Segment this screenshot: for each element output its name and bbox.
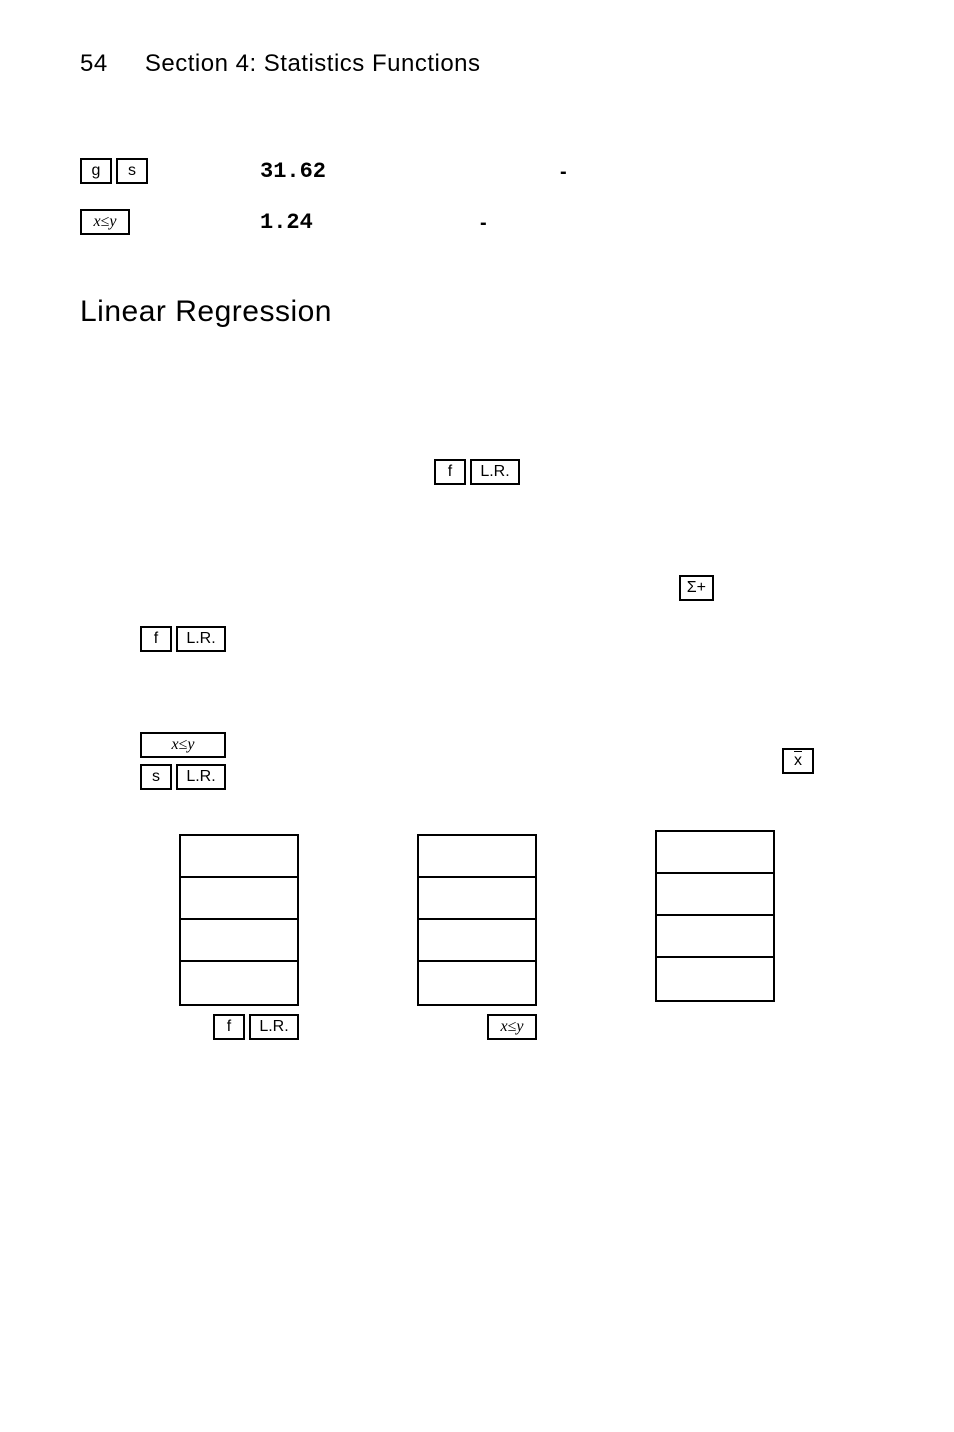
- key-f-1: f: [434, 459, 466, 485]
- display-value-1: 31.62: [260, 159, 440, 184]
- mark-1: -: [560, 161, 567, 184]
- example-block: g s 31.62 - x≤y 1.24 -: [80, 158, 874, 235]
- paragraph-spacer-3: [80, 682, 874, 712]
- inline-keys-f-lr-2: f L.R.: [140, 626, 226, 652]
- key-lr-4: L.R.: [249, 1014, 299, 1040]
- page-header: 54 Section 4: Statistics Functions: [80, 50, 874, 78]
- sigma-row: Σ+: [80, 575, 874, 601]
- key-s-2: s: [140, 764, 172, 790]
- key-sigma-plus: Σ+: [679, 575, 714, 601]
- xbar-glyph: x: [794, 752, 802, 770]
- xswapy-xbar-row: x≤y s L.R. x: [80, 732, 874, 790]
- paragraph-spacer-1: [80, 389, 874, 419]
- example-row-1: g s 31.62 -: [80, 158, 874, 184]
- key-lr-2: L.R.: [176, 626, 226, 652]
- stack-table-2: x≤y: [417, 834, 537, 1040]
- stack-cell: [181, 836, 297, 878]
- stack-cell: [181, 920, 297, 962]
- example-row-2: x≤y 1.24 -: [80, 209, 874, 235]
- display-value-2: 1.24: [260, 210, 440, 235]
- key-s: s: [116, 158, 148, 184]
- stack-cell: [657, 916, 773, 958]
- key-lr-3: L.R.: [176, 764, 226, 790]
- stack-label-2: x≤y: [487, 1014, 537, 1040]
- f-lr-row-2: f L.R.: [140, 626, 874, 652]
- key-xswapy-3: x≤y: [487, 1014, 537, 1040]
- page-number: 54: [80, 50, 108, 78]
- key-f-3: f: [213, 1014, 245, 1040]
- key-f-2: f: [140, 626, 172, 652]
- key-stack-xswapy-s-lr: x≤y s L.R.: [140, 732, 226, 790]
- stack-cell: [419, 836, 535, 878]
- stack-cell: [181, 878, 297, 920]
- stack-table-1: f L.R.: [179, 834, 299, 1040]
- stack-cell: [657, 958, 773, 1000]
- section-heading: Linear Regression: [80, 295, 874, 329]
- stack-cell: [419, 878, 535, 920]
- mark-2: -: [480, 212, 487, 235]
- key-group-xswapy: x≤y: [80, 209, 260, 235]
- stack-cell: [419, 962, 535, 1004]
- key-lr-1: L.R.: [470, 459, 520, 485]
- stack-table-3: [655, 830, 775, 1040]
- stack-label-1: f L.R.: [213, 1014, 299, 1040]
- stack-cell: [181, 962, 297, 1004]
- key-xswapy: x≤y: [80, 209, 130, 235]
- stack-boxes-2: [417, 834, 537, 1006]
- centered-key-row-1: f L.R.: [80, 459, 874, 485]
- stack-tables-row: f L.R. x≤y: [80, 830, 874, 1040]
- stack-boxes-1: [179, 834, 299, 1006]
- stack-cell: [419, 920, 535, 962]
- stack-cell: [657, 832, 773, 874]
- inline-keys-s-lr: s L.R.: [140, 764, 226, 790]
- key-xbar: x: [782, 748, 814, 774]
- stack-cell: [657, 874, 773, 916]
- key-g: g: [80, 158, 112, 184]
- section-title: Section 4: Statistics Functions: [145, 50, 481, 77]
- inline-keys-f-lr-1: f L.R.: [434, 459, 520, 485]
- key-xswapy-2: x≤y: [140, 732, 226, 758]
- stack-boxes-3: [655, 830, 775, 1002]
- key-group-gs: g s: [80, 158, 260, 184]
- paragraph-spacer-2: [80, 525, 874, 555]
